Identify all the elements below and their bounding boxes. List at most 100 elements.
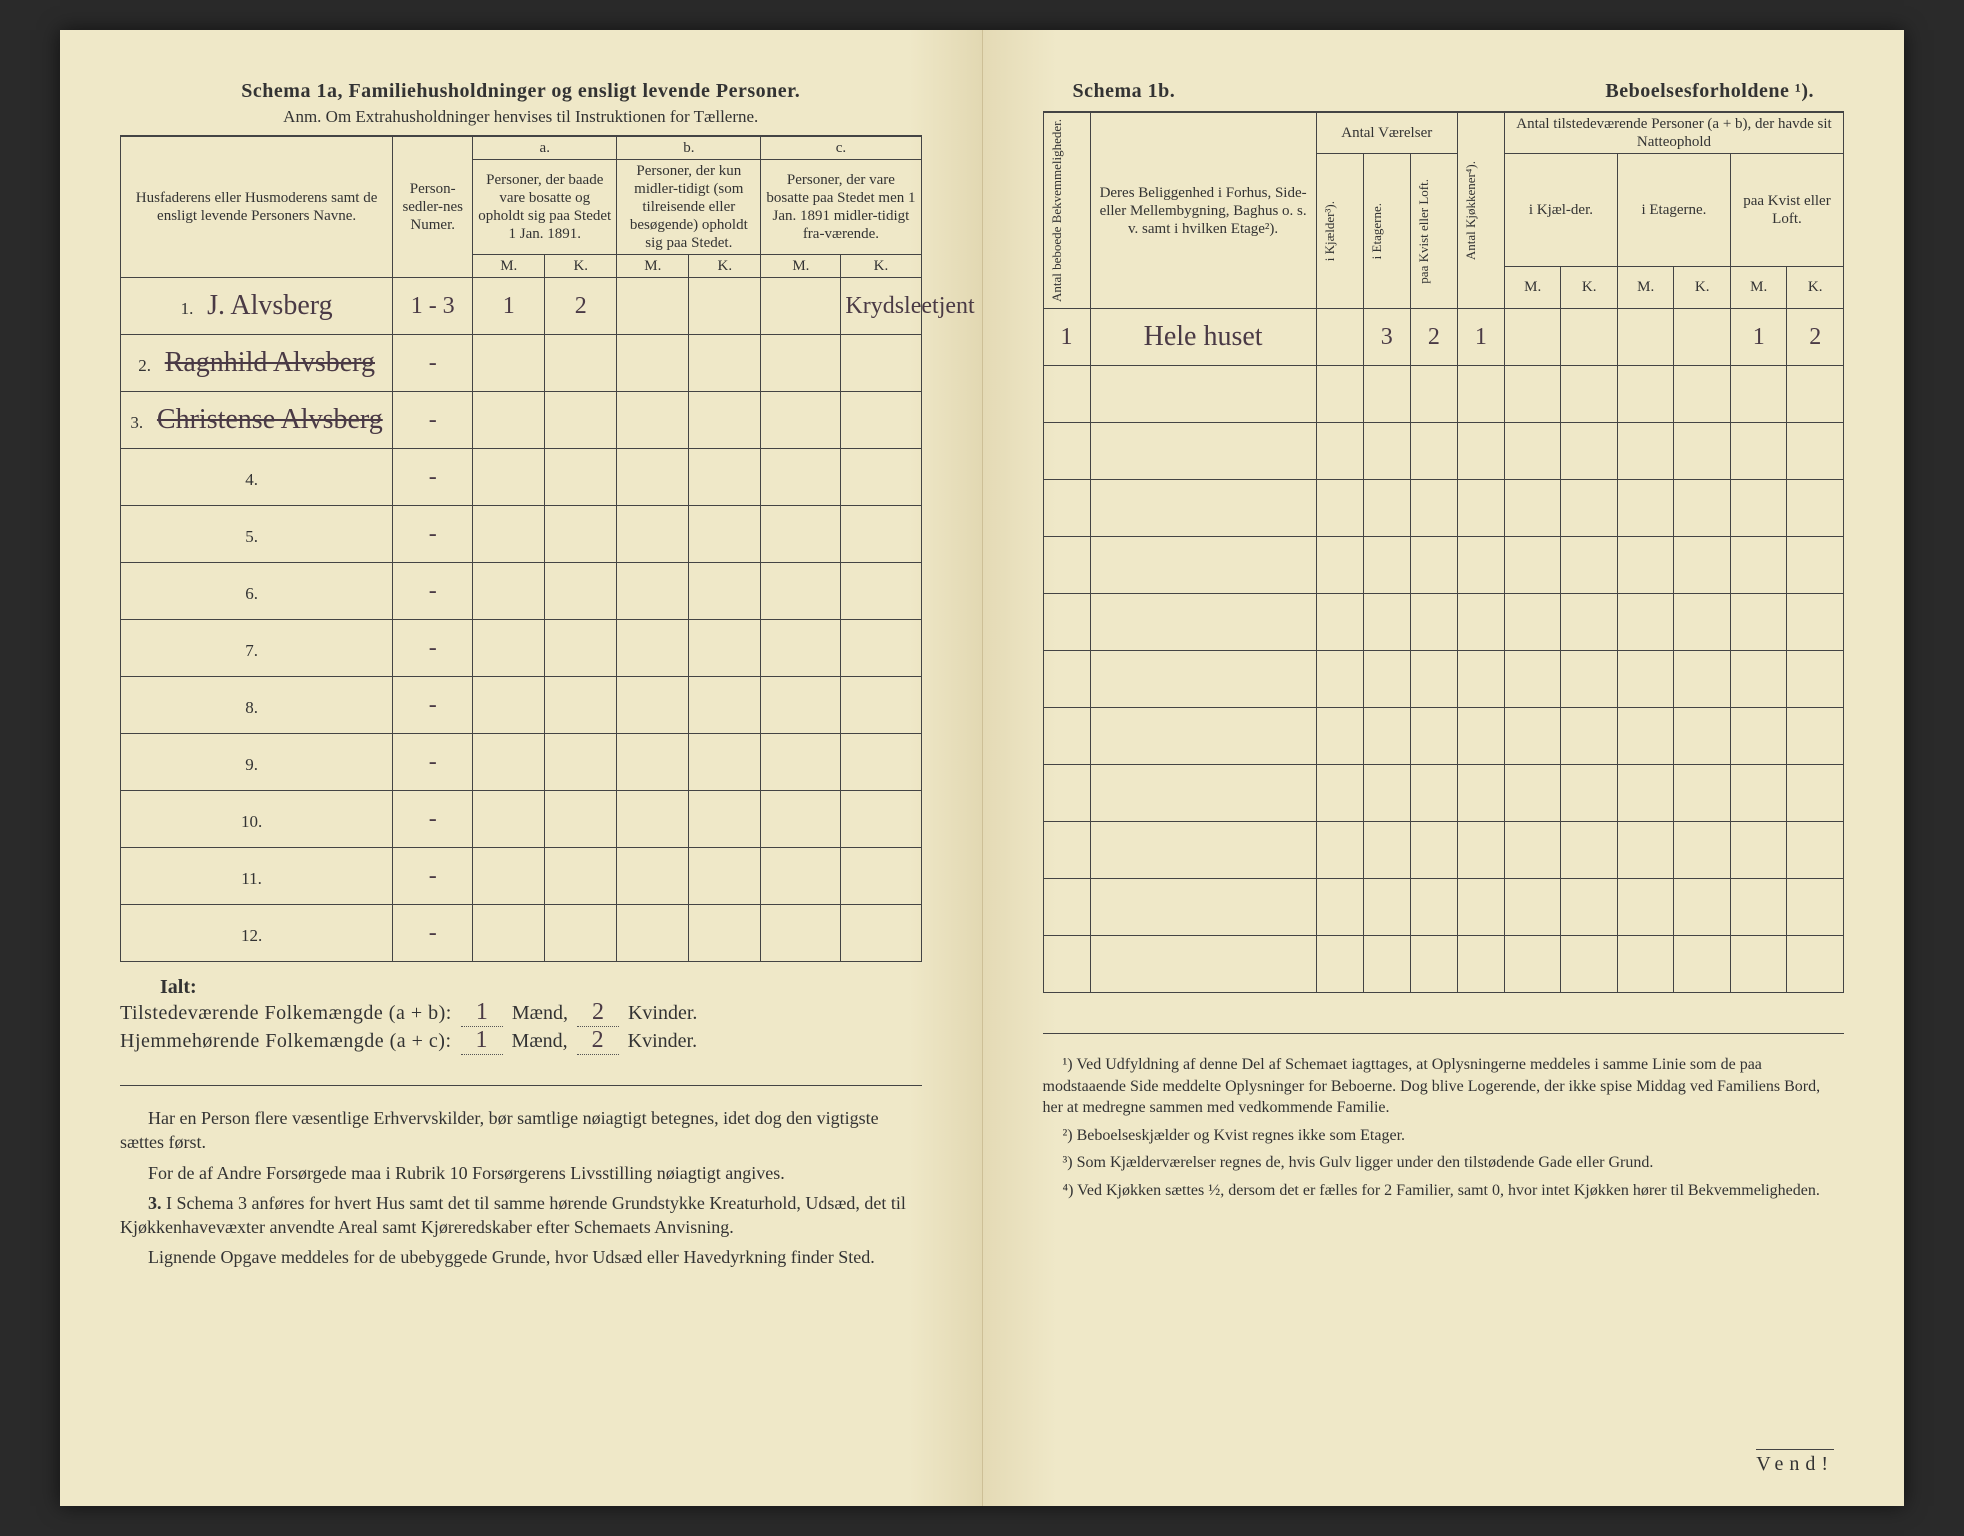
row-kjok (1457, 537, 1504, 594)
row-pM1 (1504, 366, 1561, 423)
row-aK (545, 335, 617, 392)
row-vet (1363, 423, 1410, 480)
row-pK1 (1561, 879, 1618, 936)
tot2-m: 1 (461, 1027, 503, 1055)
row-pK3 (1787, 822, 1844, 879)
head-b-top: b. (617, 137, 761, 160)
row-name: Christense Alvsberg (157, 404, 383, 435)
row-aM (473, 905, 545, 962)
head-bekv: Antal beboede Bekvemmeligheder. (1043, 113, 1090, 309)
row-bM (617, 620, 689, 677)
row-bM (617, 449, 689, 506)
row-pK3 (1787, 879, 1844, 936)
mk-m: M. (1504, 266, 1561, 308)
row-cK (841, 449, 921, 506)
row-pK2 (1674, 480, 1731, 537)
row-vet: 3 (1363, 309, 1410, 366)
tot1-k: 2 (577, 999, 619, 1027)
row-num: - (393, 392, 473, 449)
row-kjok (1457, 765, 1504, 822)
row-cM (761, 848, 841, 905)
table-row (1043, 537, 1844, 594)
row-pM3 (1730, 594, 1787, 651)
table-row: 1 Hele huset 3 2 1 1 2 (1043, 309, 1844, 366)
head-vkj: i Kjælder³). (1316, 154, 1363, 309)
row-pK1 (1561, 480, 1618, 537)
head-bekv-text: Antal beboede Bekvemmeligheder. (1048, 115, 1066, 306)
row-pM1 (1504, 651, 1561, 708)
row-pM2 (1617, 879, 1674, 936)
row-vkv (1410, 537, 1457, 594)
row-bK (689, 278, 761, 335)
mk-k: K. (1561, 266, 1618, 308)
row-vkv (1410, 879, 1457, 936)
row-pM1 (1504, 822, 1561, 879)
fn3: ³) Som Kjælderværelser regnes de, hvis G… (1043, 1152, 1845, 1174)
row-pK3 (1787, 537, 1844, 594)
mk-k: K. (1674, 266, 1731, 308)
row-n (1043, 879, 1090, 936)
row-pM3 (1730, 822, 1787, 879)
row-pK2 (1674, 594, 1731, 651)
row-aM (473, 392, 545, 449)
row-aK (545, 734, 617, 791)
row-name-cell: 3. Christense Alvsberg (121, 392, 393, 449)
left-page: Schema 1a, Familiehusholdninger og ensli… (60, 30, 983, 1506)
table-row (1043, 594, 1844, 651)
row-bM (617, 791, 689, 848)
row-bK (689, 734, 761, 791)
row-kjok (1457, 480, 1504, 537)
schema-1b-desc: Beboelsesforholdene ¹). (1605, 80, 1814, 103)
row-vet (1363, 708, 1410, 765)
head-p-kj: i Kjæl-der. (1504, 154, 1617, 267)
row-pM3 (1730, 765, 1787, 822)
row-vkv (1410, 936, 1457, 993)
row-belig (1090, 480, 1316, 537)
table-row: 12. - (121, 905, 922, 962)
mk-k: K. (545, 255, 617, 278)
table-row: 3. Christense Alvsberg - (121, 392, 922, 449)
table-row: 10. - (121, 791, 922, 848)
row-num: - (393, 848, 473, 905)
fn1: ¹) Ved Udfyldning af denne Del af Schema… (1043, 1054, 1845, 1119)
row-num: - (393, 905, 473, 962)
row-bK (689, 449, 761, 506)
row-kjok (1457, 366, 1504, 423)
row-pK1 (1561, 936, 1618, 993)
row-aM (473, 734, 545, 791)
head-vkj-text: i Kjælder³). (1321, 197, 1339, 265)
fn4: ⁴) Ved Kjøkken sættes ½, dersom det er f… (1043, 1180, 1845, 1202)
table-row (1043, 480, 1844, 537)
row-pK3 (1787, 480, 1844, 537)
row-bM (617, 563, 689, 620)
row-cM (761, 905, 841, 962)
row-cM (761, 677, 841, 734)
table-row (1043, 822, 1844, 879)
row-number: 10. (241, 812, 262, 831)
row-n (1043, 480, 1090, 537)
row-vkj (1316, 822, 1363, 879)
row-pM2 (1617, 309, 1674, 366)
table-row: 5. - (121, 506, 922, 563)
row-pM2 (1617, 423, 1674, 480)
row-bK (689, 392, 761, 449)
row-cM (761, 620, 841, 677)
row-belig (1090, 651, 1316, 708)
vend-label: Vend! (1756, 1449, 1834, 1476)
row-aM: 1 (473, 278, 545, 335)
right-title: Schema 1b. Beboelsesforholdene ¹). (1043, 80, 1845, 103)
row-aK (545, 905, 617, 962)
schema-1b-label: Schema 1b. (1073, 80, 1176, 103)
row-bK (689, 677, 761, 734)
row-pK2 (1674, 879, 1731, 936)
row-number: 6. (245, 584, 258, 603)
row-bK (689, 620, 761, 677)
row-vet (1363, 879, 1410, 936)
row-cK (841, 392, 921, 449)
head-kjok-text: Antal Kjøkkener⁴). (1462, 157, 1480, 264)
row-vkj (1316, 423, 1363, 480)
row-cM (761, 506, 841, 563)
row-belig (1090, 879, 1316, 936)
row-cK (841, 506, 921, 563)
row-pK2 (1674, 651, 1731, 708)
